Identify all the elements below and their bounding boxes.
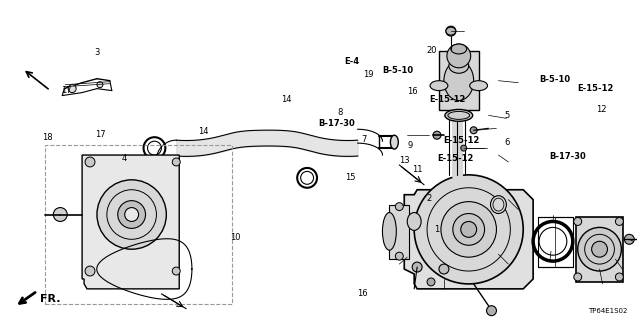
Text: 16: 16 [356,289,367,298]
Circle shape [172,158,180,166]
Bar [576,218,623,282]
Circle shape [414,175,524,284]
Text: 18: 18 [42,133,52,142]
Text: B-17-30: B-17-30 [550,152,586,161]
Text: TP64E1S02: TP64E1S02 [588,308,627,314]
Bar [439,51,479,110]
Circle shape [97,180,166,249]
Circle shape [53,208,67,221]
Ellipse shape [390,135,398,149]
Ellipse shape [451,44,467,54]
Circle shape [446,26,456,36]
Circle shape [125,208,139,221]
Circle shape [447,44,470,68]
Ellipse shape [449,58,468,73]
Text: 8: 8 [337,108,342,117]
Polygon shape [404,190,533,289]
Circle shape [591,241,607,257]
Circle shape [578,228,621,271]
Text: 9: 9 [408,141,413,150]
Circle shape [574,273,582,281]
Circle shape [85,157,95,167]
Circle shape [616,273,623,281]
Ellipse shape [407,212,421,230]
Text: 16: 16 [408,87,418,96]
Text: 17: 17 [95,130,106,139]
Circle shape [574,218,582,225]
Text: 11: 11 [412,165,422,174]
Text: E-4: E-4 [344,57,359,66]
Text: 7: 7 [361,135,367,144]
Text: 12: 12 [596,105,607,114]
Text: 2: 2 [427,194,432,203]
Text: 14: 14 [198,127,209,136]
Ellipse shape [445,109,473,121]
Text: 10: 10 [230,233,241,242]
Text: 13: 13 [399,156,410,164]
Ellipse shape [430,81,448,91]
Circle shape [616,218,623,225]
Text: 15: 15 [346,173,356,182]
Text: B-5-10: B-5-10 [539,75,570,84]
Text: E-15-12: E-15-12 [577,84,613,93]
Circle shape [486,306,497,316]
Text: 20: 20 [427,46,437,55]
Text: B-17-30: B-17-30 [319,119,355,128]
Text: 6: 6 [504,138,509,147]
Circle shape [85,266,95,276]
Bar [538,218,573,267]
Circle shape [453,213,484,245]
Ellipse shape [490,196,506,213]
Circle shape [412,262,422,272]
Circle shape [97,82,103,88]
Text: E-15-12: E-15-12 [437,154,474,163]
Circle shape [68,85,76,92]
Text: 19: 19 [363,70,374,79]
Circle shape [461,221,477,237]
Text: 3: 3 [95,48,100,57]
Text: 4: 4 [122,154,127,163]
Text: 1: 1 [434,225,440,234]
Circle shape [118,201,145,228]
Ellipse shape [470,81,488,91]
Ellipse shape [444,61,474,100]
Circle shape [461,145,467,151]
Text: E-15-12: E-15-12 [429,95,465,104]
Text: E-15-12: E-15-12 [444,136,480,146]
Circle shape [396,203,403,211]
Bar [389,204,409,259]
Circle shape [433,131,441,139]
Circle shape [441,202,497,257]
Text: 14: 14 [281,95,291,104]
Bar [45,145,232,304]
Text: FR.: FR. [40,294,61,304]
Circle shape [470,127,477,134]
Circle shape [625,234,634,244]
Circle shape [172,267,180,275]
Polygon shape [82,155,179,289]
Text: B-5-10: B-5-10 [382,66,413,75]
Text: 17: 17 [61,86,72,95]
Text: 5: 5 [504,111,509,120]
Circle shape [439,264,449,274]
Ellipse shape [383,212,396,250]
Circle shape [427,278,435,286]
Ellipse shape [446,27,456,35]
Circle shape [396,252,403,260]
